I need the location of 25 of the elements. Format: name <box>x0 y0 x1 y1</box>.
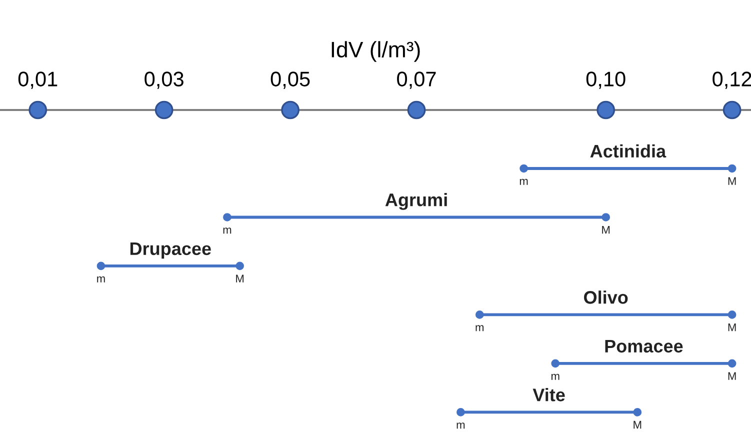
annotation: m <box>223 228 232 234</box>
y-tick-label: Olivo <box>584 290 628 304</box>
y-tick-label: Actinidia <box>590 144 666 158</box>
annotation: m <box>476 325 484 332</box>
y-tick-label: Drupacee <box>130 242 211 259</box>
x-tick-label: 0,05 <box>270 72 310 89</box>
annotation: M <box>728 177 736 185</box>
x-axis-title: IdV (l/m³) <box>332 41 420 62</box>
x-tick-label: 0,01 <box>18 72 58 89</box>
annotation: m <box>520 178 528 185</box>
x-tick-label: 0,12 <box>712 72 751 89</box>
annotation: m <box>456 422 465 429</box>
annotation: M <box>236 274 244 282</box>
annotation: m <box>97 276 105 282</box>
annotation: M <box>634 420 642 429</box>
annotation: M <box>728 323 736 332</box>
x-tick-label: 0,07 <box>397 72 436 89</box>
y-tick-label: Vite <box>532 388 565 402</box>
annotation: m <box>551 374 560 380</box>
annotation: M <box>602 226 610 234</box>
annotation: M <box>728 372 736 380</box>
x-tick-label: 0,03 <box>144 72 184 89</box>
y-tick-label: Agrumi <box>385 193 447 210</box>
x-tick-label: 0,10 <box>586 72 626 89</box>
y-tick-label: Pomacee <box>605 340 683 353</box>
